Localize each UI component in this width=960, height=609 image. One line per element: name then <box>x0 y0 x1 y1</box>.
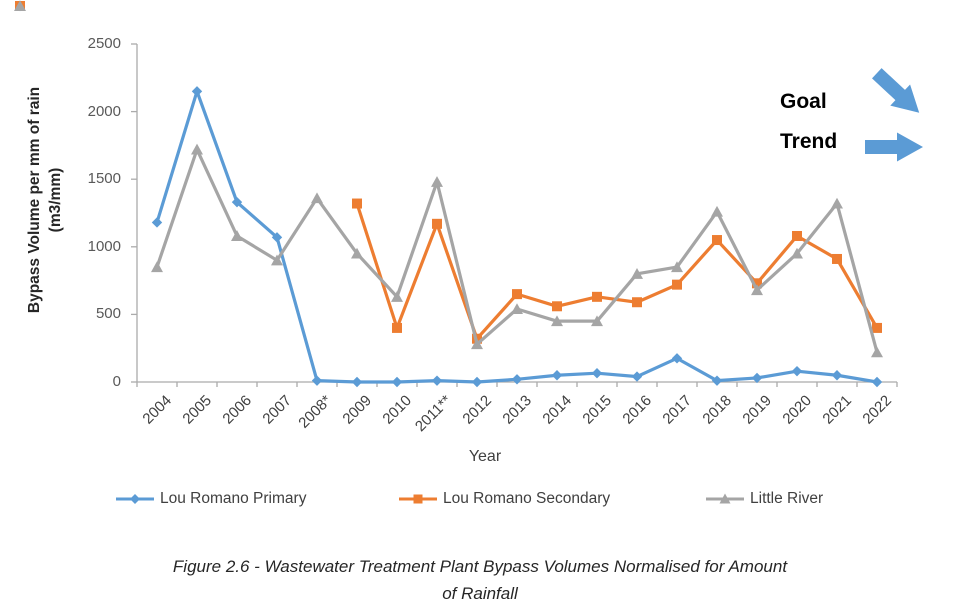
y-axis-tick-label: 500 <box>95 305 121 323</box>
data-point-marker <box>831 197 843 209</box>
data-point-marker <box>231 230 243 241</box>
data-point-marker <box>871 376 883 388</box>
data-point-marker <box>351 376 363 388</box>
legend-item-label: Lou Romano Secondary <box>443 490 611 507</box>
data-point-marker <box>471 376 483 388</box>
data-point-marker <box>671 353 683 364</box>
data-point-marker <box>752 278 762 289</box>
y-axis-tick-label: 1000 <box>87 237 121 255</box>
y-axis-tick-label: 2000 <box>87 102 121 120</box>
y-axis-tick-label: 0 <box>112 373 121 390</box>
data-point-marker <box>871 346 883 358</box>
legend-marker-icon <box>413 494 423 504</box>
y-axis-tick-label: 1500 <box>87 170 121 188</box>
data-point-marker <box>231 196 243 208</box>
data-point-marker <box>271 232 283 243</box>
data-point-marker <box>712 235 722 246</box>
legend-line-square-icon <box>399 494 437 504</box>
figure-caption: Figure 2.6 - Wastewater Treatment Plant … <box>0 553 960 607</box>
data-point-marker <box>431 375 443 386</box>
data-point-marker <box>271 254 283 266</box>
data-point-marker <box>551 370 563 381</box>
goal-label: Goal <box>780 90 827 113</box>
caption-line-2: of Rainfall <box>442 584 518 603</box>
caption-line-1: Figure 2.6 - Wastewater Treatment Plant … <box>172 557 788 576</box>
data-point-marker <box>631 268 643 279</box>
data-point-marker <box>671 261 683 273</box>
legend-line-triangle-icon <box>706 493 744 504</box>
data-point-marker <box>432 218 442 229</box>
data-point-marker <box>14 0 26 12</box>
data-point-marker <box>351 247 363 259</box>
data-point-marker <box>591 368 603 379</box>
data-point-marker <box>431 176 443 187</box>
data-point-marker <box>311 375 323 386</box>
legend-item-lou-romano-secondary: Lou Romano Secondary <box>398 489 610 509</box>
data-point-marker <box>352 198 362 209</box>
data-point-marker <box>872 322 882 333</box>
trend-label: Trend <box>780 130 838 153</box>
data-point-marker <box>512 289 522 300</box>
data-point-marker <box>791 247 803 259</box>
data-point-marker <box>391 376 403 388</box>
data-point-marker <box>191 86 203 97</box>
data-point-marker <box>191 143 203 155</box>
data-point-marker <box>392 322 402 333</box>
data-point-marker <box>591 315 603 327</box>
data-point-marker <box>552 301 562 312</box>
data-point-marker <box>391 291 403 302</box>
series-line-little-river <box>155 147 879 354</box>
data-point-marker <box>511 374 523 385</box>
y-axis-tick-label: 2500 <box>87 35 121 52</box>
y-axis-title-line-1: Bypass Volume per mm of rain <box>26 86 43 314</box>
data-point-marker <box>151 261 163 273</box>
legend-marker-icon <box>719 493 731 504</box>
x-axis-title: Year <box>468 448 502 465</box>
data-point-marker <box>632 297 642 308</box>
data-point-marker <box>311 192 323 204</box>
data-point-marker <box>751 372 763 384</box>
y-axis-title: Bypass Volume per mm of rain (m3/mm) <box>24 20 68 380</box>
data-point-marker <box>791 365 803 377</box>
data-point-marker <box>831 370 843 381</box>
data-point-marker <box>792 230 802 241</box>
legend-line-diamond-icon <box>116 494 154 504</box>
legend-item-label: Lou Romano Primary <box>160 490 307 507</box>
data-point-marker <box>672 279 682 290</box>
data-point-marker <box>551 315 563 327</box>
y-axis-title-line-2: (m3/mm) <box>47 167 64 233</box>
data-point-marker <box>471 338 483 350</box>
legend-item-little-river: Little River <box>705 489 823 509</box>
trend-arrow-icon <box>865 132 923 162</box>
series-line-lou-romano-primary <box>155 89 879 384</box>
data-point-marker <box>832 253 842 264</box>
legend-item-label: Little River <box>750 490 824 507</box>
data-point-marker <box>511 303 523 314</box>
data-point-marker <box>751 284 763 296</box>
data-point-marker <box>151 217 163 228</box>
legend-item-lou-romano-primary: Lou Romano Primary <box>115 489 306 509</box>
data-point-marker <box>592 291 602 302</box>
data-point-marker <box>711 375 723 386</box>
goal-arrow-icon <box>872 68 920 113</box>
data-point-marker <box>631 371 643 382</box>
data-point-marker <box>711 205 723 217</box>
legend-marker-icon <box>130 494 140 504</box>
